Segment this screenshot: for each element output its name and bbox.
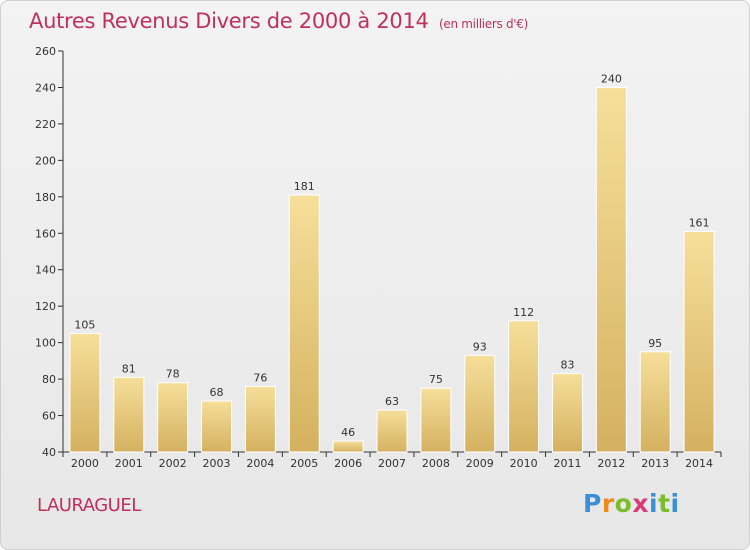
y-tick-label: 120 [35,300,56,313]
logo-letter: x [632,489,649,518]
y-tick-label: 240 [35,81,56,94]
x-tick-label: 2014 [685,457,713,470]
chart-title-text: Autres Revenus Divers de 2000 à 2014 [29,9,429,33]
data-label: 75 [429,373,443,386]
x-tick-label: 2003 [203,457,231,470]
bar [201,400,233,453]
y-tick-label: 80 [42,373,56,386]
logo-letter: i [649,489,659,518]
data-label: 95 [648,337,662,350]
data-label: 105 [74,319,95,332]
x-tick-label: 2013 [641,457,669,470]
y-tick-label: 40 [42,446,56,459]
logo-letter: o [614,489,633,518]
y-tick-label: 60 [42,410,56,423]
data-label: 78 [166,368,180,381]
y-tick-label: 100 [35,337,56,350]
bar [551,373,583,453]
x-tick-label: 2008 [422,457,450,470]
data-label: 81 [122,362,136,375]
bar [595,86,627,453]
x-tick-label: 2011 [553,457,581,470]
y-tick-label: 180 [35,191,56,204]
proxiti-logo: Proxiti [583,489,680,518]
data-label: 93 [473,340,487,353]
x-tick-label: 2001 [115,457,143,470]
bar [683,230,715,453]
logo-letter: r [601,489,615,518]
y-tick-label: 160 [35,227,56,240]
data-label: 161 [689,216,710,229]
x-tick-label: 2007 [378,457,406,470]
x-tick-label: 2004 [246,457,274,470]
x-tick-label: 2006 [334,457,362,470]
y-tick-label: 200 [35,154,56,167]
bar [376,409,408,453]
bar [508,320,540,453]
bar [464,354,496,453]
data-label: 83 [560,359,574,372]
x-tick-label: 2012 [597,457,625,470]
data-label: 63 [385,395,399,408]
bar [288,194,320,453]
bar [420,387,452,453]
logo-letter: i [670,489,680,518]
bar [113,376,145,453]
data-label: 181 [294,180,315,193]
bar [69,333,101,453]
chart-subtitle: (en milliers d'€) [439,17,529,31]
bar [157,382,189,453]
data-label: 76 [253,371,267,384]
y-tick-label: 140 [35,264,56,277]
bar [639,351,671,453]
x-tick-label: 2009 [466,457,494,470]
data-label: 112 [513,306,534,319]
x-tick-label: 2005 [290,457,318,470]
y-tick-label: 220 [35,118,56,131]
data-label: 46 [341,426,355,439]
x-tick-label: 2010 [510,457,538,470]
x-tick-label: 2002 [159,457,187,470]
logo-letter: P [583,489,602,518]
data-label: 68 [210,386,224,399]
y-tick-label: 260 [35,45,56,58]
data-label: 240 [601,72,622,85]
logo-letter: t [658,489,671,518]
x-tick-label: 2000 [71,457,99,470]
place-name: LAURAGUEL [37,495,141,516]
chart-title: Autres Revenus Divers de 2000 à 2014 (en… [29,9,528,33]
bar [244,385,276,453]
bar [332,440,364,453]
